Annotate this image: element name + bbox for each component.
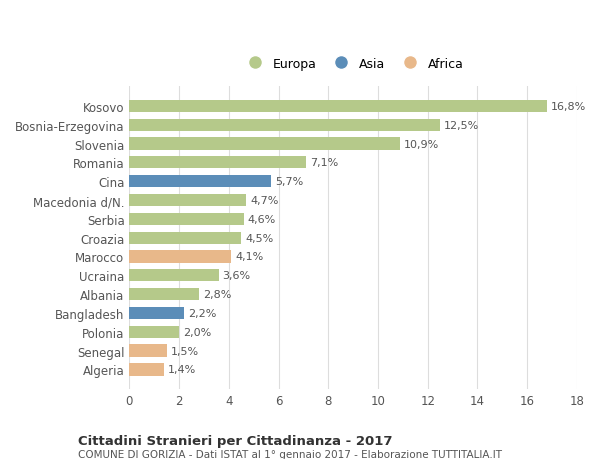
Bar (130, 138, 400, 151)
Bar (130, 269, 219, 282)
Text: 4,1%: 4,1% (235, 252, 263, 262)
Bar (130, 251, 231, 263)
Text: 2,0%: 2,0% (183, 327, 211, 337)
Legend: Europa, Asia, Africa: Europa, Asia, Africa (239, 54, 467, 74)
Bar (130, 101, 547, 113)
Bar (130, 232, 241, 244)
Bar (130, 364, 164, 376)
Text: 1,4%: 1,4% (168, 364, 196, 375)
Text: 4,5%: 4,5% (245, 233, 273, 243)
Text: 12,5%: 12,5% (444, 120, 479, 130)
Text: 2,8%: 2,8% (203, 290, 231, 299)
Bar (130, 119, 440, 132)
Bar (130, 307, 184, 319)
Text: Cittadini Stranieri per Cittadinanza - 2017: Cittadini Stranieri per Cittadinanza - 2… (78, 434, 392, 447)
Text: 3,6%: 3,6% (223, 271, 251, 281)
Text: 4,6%: 4,6% (247, 214, 276, 224)
Bar (130, 288, 199, 301)
Text: 16,8%: 16,8% (551, 102, 586, 112)
Text: COMUNE DI GORIZIA - Dati ISTAT al 1° gennaio 2017 - Elaborazione TUTTITALIA.IT: COMUNE DI GORIZIA - Dati ISTAT al 1° gen… (78, 449, 502, 459)
Text: 1,5%: 1,5% (170, 346, 199, 356)
Text: 5,7%: 5,7% (275, 177, 303, 187)
Text: 4,7%: 4,7% (250, 196, 278, 206)
Bar (130, 326, 179, 338)
Bar (130, 157, 306, 169)
Text: 2,2%: 2,2% (188, 308, 216, 318)
Text: 10,9%: 10,9% (404, 139, 439, 149)
Bar (130, 176, 271, 188)
Bar (130, 213, 244, 225)
Bar (130, 345, 167, 357)
Bar (130, 195, 246, 207)
Text: 7,1%: 7,1% (310, 158, 338, 168)
